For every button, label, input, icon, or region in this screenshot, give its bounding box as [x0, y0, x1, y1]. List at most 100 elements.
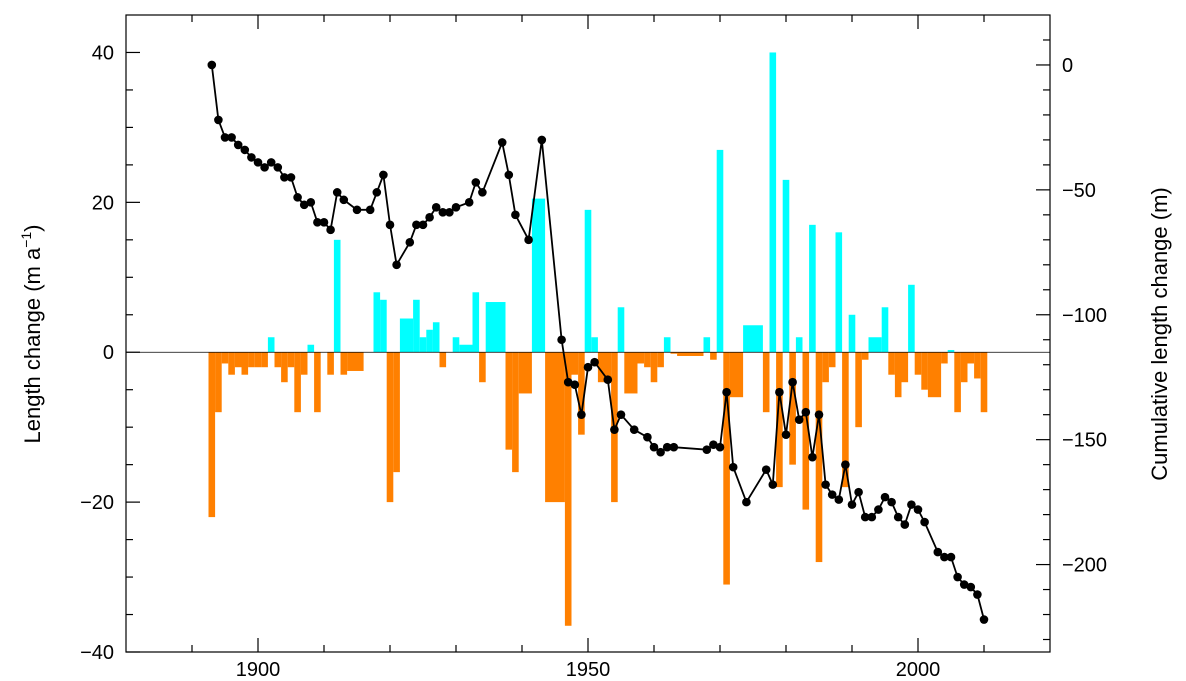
cumulative-point [854, 487, 863, 497]
cumulative-point [445, 208, 454, 217]
change-bar [584, 209, 592, 353]
cumulative-point [306, 198, 316, 207]
change-bar [472, 292, 480, 353]
change-bar [710, 352, 717, 360]
change-bar [419, 337, 427, 353]
cumulative-point [524, 235, 533, 245]
change-bar [578, 352, 585, 435]
right-axis-title: Cumulative length change (m) [1147, 187, 1172, 480]
change-bar [327, 352, 334, 375]
change-bar [413, 299, 420, 353]
cumulative-point [616, 410, 626, 419]
change-bar [294, 352, 301, 413]
change-bar [914, 352, 922, 375]
cumulative-line [210, 64, 985, 620]
left-axis-title-superscript: −1 [18, 232, 34, 248]
change-bar [512, 352, 519, 473]
change-bar [479, 352, 486, 383]
cumulative-point [563, 377, 573, 387]
change-bar [960, 352, 968, 383]
change-bar [624, 352, 638, 394]
change-bar [459, 344, 473, 353]
cumulative-point [220, 133, 230, 142]
change-bar [432, 322, 440, 353]
cumulative-point [385, 220, 395, 230]
change-bar [307, 344, 315, 353]
y-left-tick-label: −20 [80, 492, 114, 514]
cumulative-point [227, 133, 236, 142]
cumulative-point [775, 387, 784, 397]
cumulative-point [339, 195, 349, 205]
cumulative-point [537, 135, 547, 145]
x-tick-label: 1950 [566, 659, 611, 681]
change-bar [703, 337, 711, 353]
annual-change-bars [208, 52, 988, 626]
change-bar [941, 352, 948, 364]
change-bar [908, 284, 915, 353]
change-bar [531, 198, 546, 353]
cumulative-point [966, 582, 976, 592]
cumulative-point [478, 188, 487, 197]
change-bar [221, 352, 229, 364]
cumulative-point [979, 615, 989, 624]
cumulative-point [940, 552, 949, 562]
left-axis-title-close: ) [20, 225, 45, 232]
cumulative-point [946, 552, 956, 562]
cumulative-point [365, 205, 375, 215]
cumulative-point [511, 210, 520, 220]
change-bar [373, 292, 381, 353]
x-tick-label: 1900 [236, 659, 281, 681]
change-bar [208, 352, 216, 518]
change-bar [848, 314, 856, 353]
x-tick-label: 2000 [896, 659, 941, 681]
change-bar [347, 352, 364, 371]
cumulative-point [240, 145, 250, 155]
change-bar [261, 352, 268, 368]
change-bar [888, 352, 895, 375]
cumulative-point [299, 200, 309, 210]
y-right-tick-label: 0 [1062, 55, 1073, 77]
cumulative-point [313, 218, 322, 227]
cumulative-point [266, 158, 276, 167]
cumulative-point [214, 115, 223, 125]
change-bar [426, 329, 433, 353]
change-bar [927, 352, 942, 398]
cumulative-point [319, 218, 329, 227]
change-bar [386, 352, 394, 503]
cumulative-point [418, 220, 428, 230]
y-right-tick-label: −50 [1062, 180, 1096, 202]
change-bar [228, 352, 235, 375]
y-right-tick-label: −100 [1062, 305, 1107, 327]
change-bar [954, 352, 961, 413]
cumulative-point [669, 442, 679, 452]
change-bar [743, 325, 763, 353]
change-bar [769, 52, 777, 353]
change-bar [637, 352, 645, 364]
cumulative-point [464, 198, 474, 207]
change-bar [894, 352, 902, 398]
change-bar [505, 352, 513, 450]
change-bar [657, 352, 664, 368]
cumulative-point [808, 452, 817, 462]
change-bar [663, 337, 671, 353]
left-axis-title: Length change (m a−1) [18, 225, 45, 444]
axes: 1900 1950 2000 40 20 0 −20 −40 0 −50 −100 −150 −200 [80, 15, 1107, 681]
change-bar [974, 352, 981, 379]
cumulative-point [920, 517, 929, 527]
cumulative-point [405, 238, 415, 247]
cumulative-point [728, 462, 738, 472]
y-right-tick-label: −150 [1062, 430, 1107, 452]
change-bar [571, 352, 579, 375]
change-bar [591, 337, 598, 353]
cumulative-point [841, 460, 850, 469]
change-bar [274, 352, 282, 368]
change-bar [617, 307, 625, 353]
change-bar [776, 352, 783, 488]
cumulative-point [610, 425, 619, 434]
change-bar [861, 352, 869, 360]
y-left-tick-label: 20 [92, 192, 114, 214]
cumulative-point [900, 520, 910, 529]
change-bar [518, 352, 532, 394]
cumulative-point [260, 163, 269, 172]
